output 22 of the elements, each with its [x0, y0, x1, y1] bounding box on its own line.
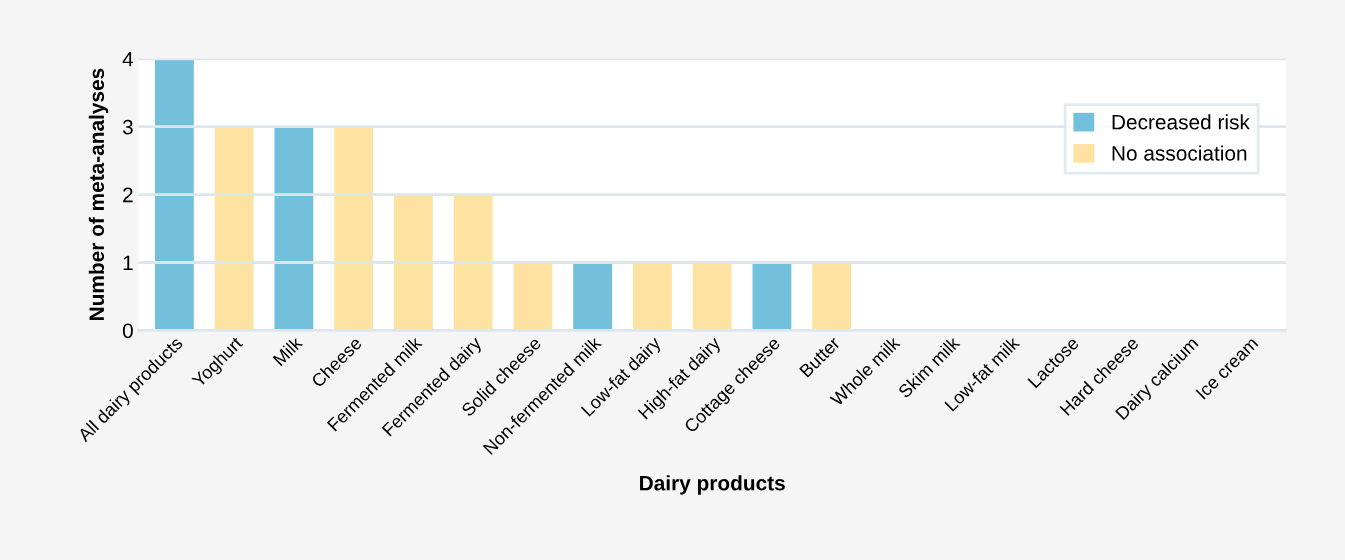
bar	[393, 194, 433, 331]
bar	[752, 262, 792, 331]
y-tick-label: 1	[123, 255, 133, 271]
bar	[633, 262, 672, 331]
x-axis-title: Dairy products	[640, 475, 785, 495]
bar	[334, 126, 374, 331]
y-axis-title: Number of meta-analyses	[88, 68, 109, 320]
bar	[154, 58, 194, 331]
y-tick-label: 2	[123, 187, 133, 203]
y-tick-label: 3	[122, 119, 133, 135]
bar	[692, 262, 732, 331]
bar	[573, 262, 613, 331]
bar	[453, 194, 493, 331]
bar	[214, 126, 254, 331]
x-tick-label: Milk	[272, 335, 304, 367]
y-tick-label: 0	[122, 323, 133, 339]
bar	[812, 262, 852, 331]
legend-label: No association	[1112, 145, 1247, 161]
bar	[274, 126, 314, 331]
legend-label: Decreased risk	[1112, 114, 1250, 130]
bar	[513, 262, 553, 331]
y-tick-label: 4	[122, 52, 134, 67]
